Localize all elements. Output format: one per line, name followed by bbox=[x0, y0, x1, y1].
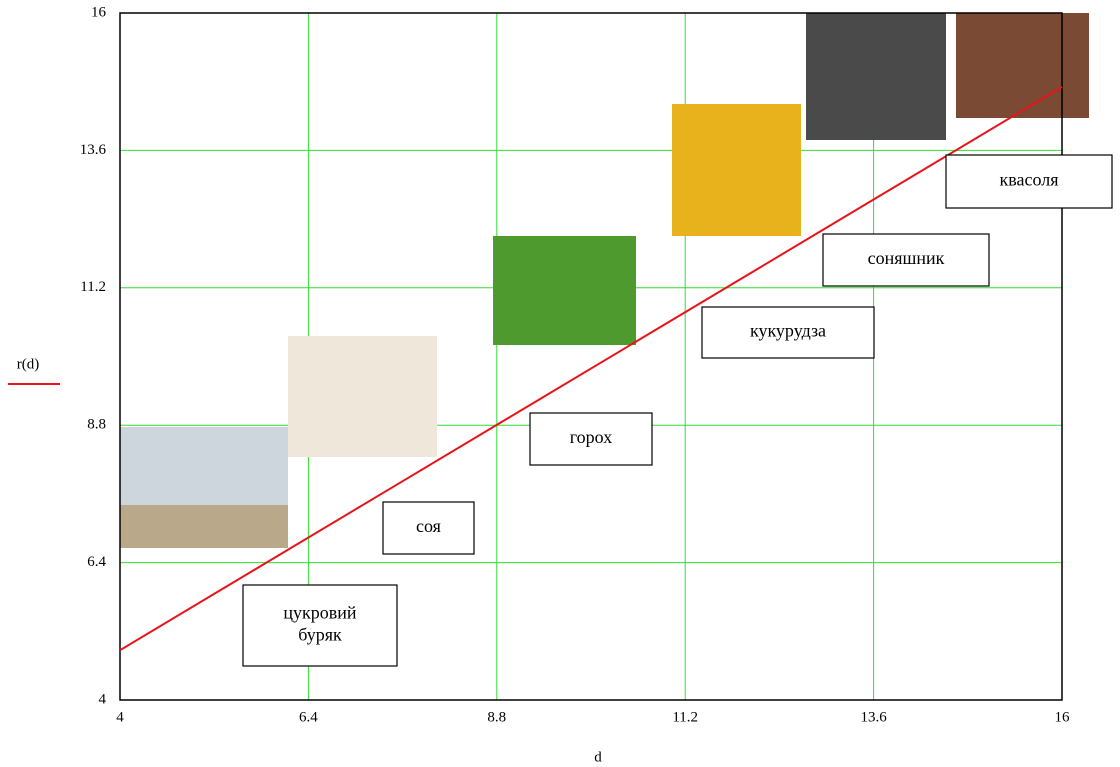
y-tick-label: 13.6 bbox=[80, 142, 107, 158]
x-axis-label: d bbox=[594, 749, 602, 765]
photo-soy bbox=[288, 336, 437, 457]
annotation-text: соняшник bbox=[868, 248, 945, 268]
photo-sunflower bbox=[806, 13, 946, 140]
photo-corn bbox=[672, 104, 801, 236]
photo-ruler bbox=[120, 505, 288, 548]
annotation-box bbox=[529, 412, 653, 466]
plot-frame bbox=[119, 12, 1063, 701]
annotation-box bbox=[945, 154, 1113, 209]
annotation-box bbox=[701, 306, 875, 359]
x-tick-label: 6.4 bbox=[299, 709, 318, 725]
annotation-text: соя bbox=[416, 516, 441, 536]
annotation-box bbox=[822, 233, 990, 287]
x-tick-label: 13.6 bbox=[860, 709, 887, 725]
x-tick-label: 8.8 bbox=[487, 709, 506, 725]
annotation-text: квасоля bbox=[999, 170, 1058, 190]
x-tick-label: 11.2 bbox=[672, 709, 698, 725]
photo-peas bbox=[493, 236, 636, 345]
line bbox=[119, 85, 1063, 652]
y-tick-label: 16 bbox=[91, 4, 107, 20]
y-tick-label: 4 bbox=[99, 691, 107, 707]
x-tick-label: 16 bbox=[1055, 709, 1071, 725]
annotation-box bbox=[242, 584, 398, 667]
x-tick-label: 4 bbox=[116, 709, 124, 725]
photo-beans bbox=[956, 13, 1089, 118]
annotation-text: кукурудза bbox=[750, 321, 826, 341]
annotation-text: буряк bbox=[298, 625, 342, 645]
annotation-text: горох bbox=[570, 427, 613, 447]
legend-label: r(d) bbox=[17, 356, 40, 372]
photos bbox=[120, 13, 1089, 548]
y-tick-label: 6.4 bbox=[87, 554, 106, 570]
y-tick-label: 11.2 bbox=[80, 279, 106, 295]
annotation-text: цукровий bbox=[283, 603, 357, 623]
y-tick-label: 8.8 bbox=[87, 417, 106, 433]
annotation-box bbox=[382, 501, 475, 555]
